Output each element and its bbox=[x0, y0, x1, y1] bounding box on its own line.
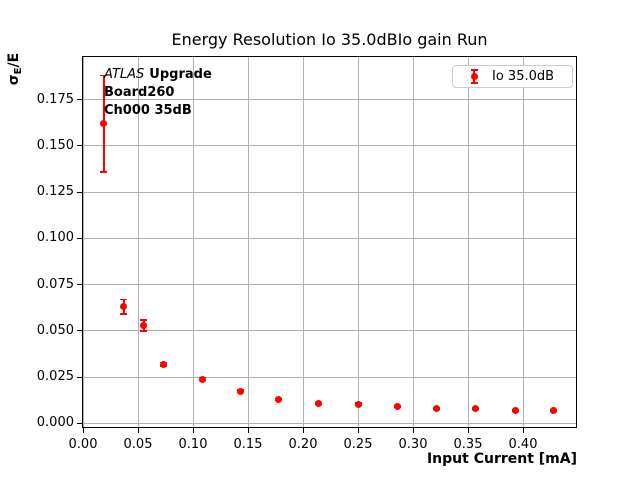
data-point bbox=[511, 406, 519, 414]
x-tick-label: 0.30 bbox=[398, 437, 428, 452]
gridline-horizontal bbox=[83, 145, 576, 147]
data-point bbox=[159, 360, 167, 368]
gridline-horizontal bbox=[83, 237, 576, 239]
y-tick-label: 0.125 bbox=[36, 184, 74, 200]
annotation-line-1: ATLAS Upgrade bbox=[104, 66, 212, 84]
data-point bbox=[120, 303, 128, 311]
x-tick bbox=[82, 428, 84, 433]
ylabel-subscript: E bbox=[13, 67, 24, 75]
plot-area bbox=[82, 56, 577, 428]
y-tick-label: 0.050 bbox=[36, 322, 74, 338]
x-tick-label: 0.15 bbox=[233, 437, 263, 452]
gridline-vertical bbox=[137, 57, 139, 427]
data-point bbox=[314, 399, 322, 407]
data-point bbox=[100, 120, 108, 128]
error-bar-bottom-cap bbox=[140, 330, 147, 332]
y-tick bbox=[77, 422, 82, 424]
errorbar-marker-icon bbox=[469, 69, 479, 84]
y-tick bbox=[77, 99, 82, 101]
y-tick bbox=[77, 376, 82, 378]
x-tick bbox=[467, 428, 469, 433]
data-point bbox=[140, 321, 147, 329]
x-axis-label: Input Current [mA] bbox=[426, 451, 577, 467]
data-point bbox=[354, 400, 362, 408]
x-tick bbox=[357, 428, 359, 433]
y-tick-label: 0.175 bbox=[36, 91, 74, 107]
annotation-atlas: ATLAS bbox=[104, 67, 145, 82]
error-bar-top-cap bbox=[140, 319, 147, 321]
error-bar-bottom-cap bbox=[120, 313, 128, 316]
x-tick-label: 0.05 bbox=[123, 437, 153, 452]
gridline-horizontal bbox=[83, 330, 576, 332]
gridline-horizontal bbox=[83, 99, 576, 101]
gridline-vertical bbox=[302, 57, 304, 427]
annotation-line-3: Ch000 35dB bbox=[104, 103, 192, 118]
x-tick bbox=[137, 428, 139, 433]
y-tick bbox=[77, 237, 82, 239]
ylabel-rest: /E bbox=[6, 52, 22, 68]
x-tick bbox=[192, 428, 194, 433]
x-tick bbox=[302, 428, 304, 433]
y-tick bbox=[77, 191, 82, 193]
error-bar-top-cap bbox=[120, 298, 128, 301]
ylabel-sigma: σ bbox=[6, 74, 22, 86]
x-tick-label: 0.10 bbox=[178, 437, 208, 452]
gridline-horizontal bbox=[83, 422, 576, 424]
y-tick-label: 0.100 bbox=[36, 230, 74, 246]
y-tick-label: 0.075 bbox=[36, 276, 74, 292]
gridline-vertical bbox=[357, 57, 359, 427]
gridline-vertical bbox=[192, 57, 194, 427]
annotation-upgrade: Upgrade bbox=[149, 67, 212, 82]
y-tick-label: 0.150 bbox=[36, 137, 74, 153]
annotation: ATLAS Upgrade Board260 Ch000 35dB bbox=[104, 66, 212, 120]
y-tick-label: 0.000 bbox=[36, 415, 74, 431]
y-tick bbox=[77, 284, 82, 286]
gridline-vertical bbox=[467, 57, 469, 427]
errorbar-dot bbox=[470, 73, 478, 80]
x-tick-label: 0.00 bbox=[68, 437, 98, 452]
x-tick-label: 0.35 bbox=[453, 437, 483, 452]
errorbar-bottom-cap bbox=[470, 82, 478, 84]
gridline-horizontal bbox=[83, 191, 576, 193]
gridline-vertical bbox=[412, 57, 414, 427]
y-tick-label: 0.025 bbox=[36, 369, 74, 385]
gridline-vertical bbox=[247, 57, 249, 427]
y-tick bbox=[77, 145, 82, 147]
errorbar-top-cap bbox=[470, 69, 478, 71]
x-tick-label: 0.40 bbox=[508, 437, 538, 452]
gridline-vertical bbox=[522, 57, 524, 427]
y-tick bbox=[77, 330, 82, 332]
gridline-horizontal bbox=[83, 376, 576, 378]
legend: Io 35.0dB bbox=[452, 65, 573, 88]
x-tick bbox=[247, 428, 249, 433]
x-tick-label: 0.25 bbox=[343, 437, 373, 452]
x-tick bbox=[522, 428, 524, 433]
gridline-vertical bbox=[82, 57, 84, 427]
data-point bbox=[432, 405, 440, 413]
x-tick bbox=[412, 428, 414, 433]
data-point bbox=[275, 395, 283, 403]
annotation-line-2: Board260 bbox=[104, 85, 175, 100]
data-point bbox=[394, 403, 402, 411]
y-axis-label: σE/E bbox=[6, 47, 24, 91]
data-point bbox=[472, 405, 480, 413]
error-bar-top-cap bbox=[100, 74, 108, 77]
error-bar-bottom-cap bbox=[100, 170, 108, 173]
legend-label: Io 35.0dB bbox=[492, 69, 555, 84]
chart-title: Energy Resolution Io 35.0dBIo gain Run bbox=[171, 30, 488, 49]
data-point bbox=[550, 406, 558, 414]
data-point bbox=[236, 387, 244, 395]
data-point bbox=[199, 375, 207, 383]
gridline-horizontal bbox=[83, 284, 576, 286]
x-tick-label: 0.20 bbox=[288, 437, 318, 452]
